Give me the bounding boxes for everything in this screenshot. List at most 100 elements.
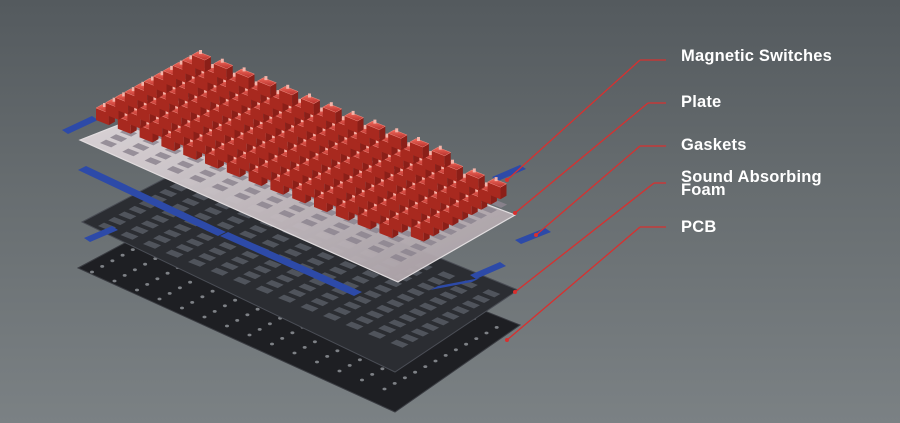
- foam-cutout: [194, 212, 213, 221]
- pcb-hole: [145, 283, 150, 286]
- pcb-hole: [312, 340, 317, 344]
- plate-cutout: [122, 148, 140, 157]
- foam-cutout: [361, 270, 380, 279]
- pcb-hole: [392, 382, 397, 385]
- pcb-hole: [190, 301, 195, 304]
- pcb-hole: [180, 306, 184, 310]
- magnetic-switch: [365, 119, 386, 142]
- foam-cutout: [388, 319, 407, 328]
- foam-cutout: [241, 250, 260, 259]
- foam-cutout: [339, 261, 358, 270]
- foam-cutout: [384, 279, 403, 288]
- pcb-hole: [443, 354, 448, 357]
- plate-cutout: [221, 178, 239, 187]
- foam-cutout: [138, 200, 157, 209]
- label-magnetic-switches: Magnetic Switches: [681, 47, 833, 65]
- foam-cutout: [265, 280, 284, 289]
- plate-cutout: [100, 139, 118, 148]
- magnetic-switch: [256, 76, 277, 99]
- foam-cutout: [345, 321, 364, 330]
- pcb-hole: [270, 342, 274, 346]
- foam-cutout: [461, 300, 480, 309]
- pcb-hole: [157, 297, 162, 301]
- label-foam-line1: Sound Absorbing: [681, 168, 822, 186]
- magnetic-switch: [443, 159, 464, 182]
- pcb-hole: [233, 298, 238, 302]
- pcb-hole: [188, 280, 193, 284]
- foam-cutout: [140, 220, 159, 229]
- foam-cutout: [159, 189, 178, 198]
- foam-cutout: [427, 276, 446, 285]
- pcb-hole: [380, 367, 385, 371]
- foam-cutout: [208, 247, 227, 256]
- foam-cutout: [185, 238, 204, 247]
- foam-cutout: [365, 310, 384, 319]
- foam-cutout: [198, 253, 217, 262]
- pcb-hole: [222, 304, 227, 308]
- foam-cutout: [165, 249, 184, 258]
- foam-cutout: [351, 275, 370, 284]
- foam-cutout: [143, 240, 162, 249]
- magnetic-switch: [409, 137, 430, 160]
- foam-cutout: [482, 289, 501, 298]
- foam-cutout: [374, 284, 393, 293]
- pcb-hole: [325, 355, 330, 358]
- plate-cutout: [399, 248, 418, 257]
- foam-cutout: [163, 229, 182, 238]
- foam-cutout: [421, 322, 440, 331]
- plate-cutout: [154, 151, 172, 160]
- magnetic-switch: [191, 50, 212, 73]
- pcb-hole: [484, 331, 489, 335]
- foam-cutout: [419, 302, 438, 311]
- plate-cutout: [300, 218, 318, 227]
- foam-cutout: [128, 205, 147, 214]
- foam-cutout: [318, 272, 337, 281]
- foam-cutout: [376, 304, 395, 313]
- pcb-hole: [315, 360, 319, 364]
- foam-cutout: [310, 298, 329, 307]
- foam-cutout: [275, 274, 294, 283]
- pcb-hole: [474, 337, 479, 340]
- foam-cutout: [449, 285, 468, 294]
- foam-cutout: [261, 239, 280, 248]
- plate-cutout: [310, 213, 328, 222]
- plate-cutout: [211, 183, 229, 192]
- foam-cutout: [149, 194, 168, 203]
- foam-cutout: [173, 223, 192, 232]
- plate-cutout: [144, 157, 162, 166]
- foam-cutout: [439, 291, 458, 300]
- foam-cutout: [298, 283, 317, 292]
- plate-cutout: [189, 174, 207, 183]
- pcb-hole: [90, 270, 94, 274]
- foam-cutout: [278, 294, 297, 303]
- plate-cutout: [377, 239, 395, 248]
- foam-cutout: [378, 325, 397, 334]
- plate-cutout: [132, 143, 150, 151]
- label-foam-line2: Foam: [681, 181, 726, 199]
- magnetic-switch: [487, 177, 508, 200]
- foam-cutout: [416, 282, 435, 291]
- foam-cutout: [386, 299, 405, 308]
- foam-cutout: [306, 257, 325, 266]
- foam-cutout: [210, 267, 229, 276]
- foam-cutout: [263, 259, 282, 268]
- foam-cutout: [233, 276, 252, 285]
- foam-cutout: [288, 289, 307, 298]
- foam-cutout: [429, 297, 448, 306]
- pcb-hole: [280, 337, 285, 340]
- plate-cutout: [243, 187, 261, 195]
- foam-cutout: [220, 262, 239, 271]
- magnetic-switch: [235, 67, 256, 90]
- pcb-hole: [382, 387, 387, 391]
- plate-cutout: [345, 236, 363, 245]
- label-pcb: PCB: [681, 218, 717, 236]
- pcb-hole: [130, 248, 135, 252]
- foam-cutout: [294, 243, 313, 252]
- foam-cutout: [300, 303, 319, 312]
- foam-cutout: [196, 232, 215, 241]
- magnetic-switch: [278, 84, 299, 107]
- pcb-hole: [370, 373, 375, 376]
- foam-cutout: [398, 313, 417, 322]
- foam-cutout: [368, 330, 387, 339]
